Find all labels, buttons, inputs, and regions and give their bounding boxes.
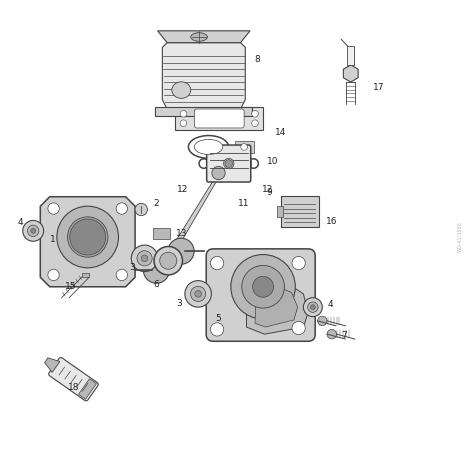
Circle shape	[137, 251, 152, 266]
Circle shape	[70, 219, 106, 255]
FancyBboxPatch shape	[175, 107, 263, 130]
Circle shape	[116, 269, 128, 281]
Bar	[82, 273, 89, 277]
Polygon shape	[45, 358, 60, 373]
Circle shape	[210, 323, 224, 336]
Bar	[235, 141, 254, 153]
Circle shape	[327, 329, 337, 339]
Circle shape	[27, 225, 39, 237]
Text: 16: 16	[326, 218, 337, 226]
Text: 5: 5	[215, 314, 221, 323]
Text: 17: 17	[374, 83, 385, 92]
Bar	[206, 160, 251, 167]
Text: 14: 14	[275, 128, 287, 137]
Text: 12: 12	[177, 185, 188, 194]
Circle shape	[252, 110, 258, 117]
FancyBboxPatch shape	[207, 145, 251, 182]
Circle shape	[225, 160, 232, 167]
Polygon shape	[255, 286, 298, 327]
Circle shape	[253, 276, 273, 297]
Circle shape	[160, 252, 177, 269]
Bar	[79, 379, 96, 399]
Circle shape	[48, 203, 59, 214]
Text: 4: 4	[17, 219, 23, 227]
Circle shape	[231, 255, 295, 319]
Polygon shape	[165, 174, 220, 258]
Polygon shape	[343, 65, 358, 82]
Polygon shape	[40, 197, 135, 287]
Text: 7: 7	[341, 331, 347, 339]
Circle shape	[185, 281, 211, 307]
Circle shape	[292, 321, 305, 335]
Circle shape	[141, 255, 148, 262]
Text: WD-41/3888: WD-41/3888	[457, 222, 462, 252]
Circle shape	[241, 144, 247, 150]
FancyBboxPatch shape	[153, 228, 170, 239]
Text: 11: 11	[238, 200, 250, 208]
Circle shape	[154, 246, 182, 275]
Text: 15: 15	[65, 283, 77, 291]
Polygon shape	[157, 31, 250, 43]
Circle shape	[23, 220, 44, 241]
Circle shape	[318, 316, 327, 326]
Circle shape	[212, 166, 225, 180]
Text: 12: 12	[262, 185, 273, 194]
Ellipse shape	[67, 217, 108, 257]
Ellipse shape	[172, 82, 191, 99]
Polygon shape	[246, 280, 308, 334]
Circle shape	[48, 269, 59, 281]
Circle shape	[195, 291, 201, 297]
Circle shape	[131, 245, 158, 272]
Circle shape	[242, 265, 284, 308]
Circle shape	[116, 203, 128, 214]
FancyBboxPatch shape	[281, 196, 319, 227]
Bar	[347, 46, 354, 65]
Text: 6: 6	[154, 280, 159, 289]
Ellipse shape	[57, 206, 118, 268]
FancyBboxPatch shape	[194, 109, 244, 128]
Polygon shape	[155, 107, 252, 116]
Circle shape	[191, 286, 206, 301]
Circle shape	[303, 298, 322, 317]
Ellipse shape	[168, 238, 194, 264]
FancyBboxPatch shape	[49, 357, 98, 401]
Ellipse shape	[143, 257, 170, 283]
Circle shape	[180, 120, 187, 127]
Bar	[277, 206, 283, 217]
Circle shape	[292, 256, 305, 270]
Text: 13: 13	[176, 229, 188, 237]
Polygon shape	[162, 43, 246, 109]
Ellipse shape	[194, 139, 223, 155]
Circle shape	[210, 256, 224, 270]
Circle shape	[308, 302, 318, 312]
FancyBboxPatch shape	[206, 249, 315, 341]
Text: 9: 9	[266, 189, 272, 197]
Circle shape	[180, 110, 187, 117]
Text: 1: 1	[50, 235, 56, 244]
Circle shape	[310, 305, 315, 310]
Ellipse shape	[223, 158, 234, 169]
Text: 4: 4	[328, 300, 334, 309]
Text: 10: 10	[267, 157, 278, 165]
Text: 8: 8	[255, 55, 260, 64]
Text: 3: 3	[176, 299, 182, 308]
Circle shape	[135, 203, 147, 216]
Circle shape	[252, 120, 258, 127]
Text: 18: 18	[68, 383, 79, 392]
Text: 3: 3	[129, 263, 135, 272]
Circle shape	[31, 228, 36, 233]
Text: 2: 2	[154, 200, 159, 208]
Ellipse shape	[191, 33, 207, 41]
